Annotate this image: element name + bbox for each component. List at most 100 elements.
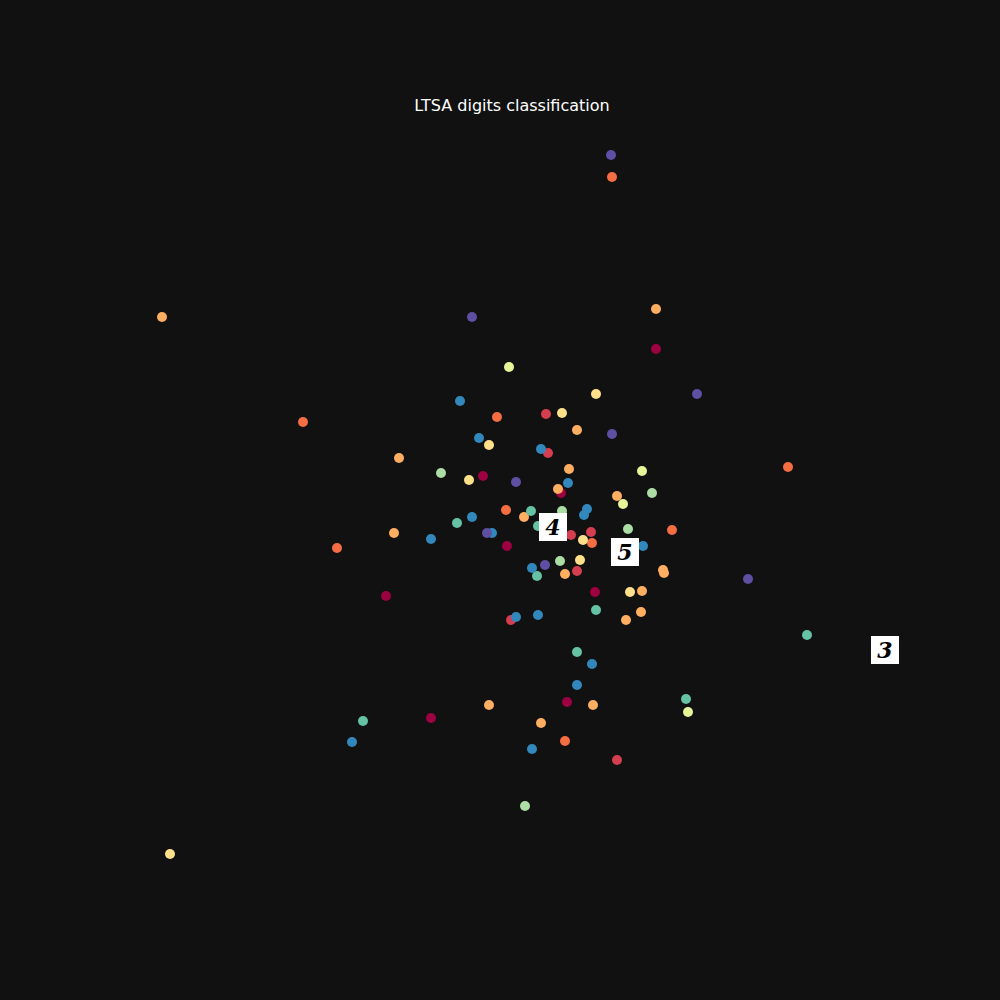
digit-thumbnail — [611, 538, 639, 566]
point — [464, 475, 474, 485]
point — [511, 477, 521, 487]
point — [667, 525, 677, 535]
point — [482, 528, 492, 538]
point — [332, 543, 342, 553]
series — [358, 506, 812, 726]
point — [504, 362, 514, 372]
point — [527, 563, 537, 573]
series — [347, 396, 648, 754]
point — [452, 518, 462, 528]
series — [467, 150, 753, 584]
point — [520, 801, 530, 811]
point — [683, 707, 693, 717]
point — [560, 569, 570, 579]
point — [578, 535, 588, 545]
point — [618, 499, 628, 509]
digit-label: 3 — [877, 637, 892, 663]
point — [527, 744, 537, 754]
background — [0, 0, 1000, 1000]
annotations: 4 5 3 — [539, 513, 899, 664]
point — [566, 530, 576, 540]
point — [802, 630, 812, 640]
point — [526, 506, 536, 516]
point — [572, 566, 582, 576]
plot-area — [157, 150, 812, 859]
point — [540, 560, 550, 570]
point — [591, 605, 601, 615]
point — [347, 737, 357, 747]
point — [467, 312, 477, 322]
point — [511, 612, 521, 622]
point — [636, 607, 646, 617]
point — [587, 659, 597, 669]
point — [436, 468, 446, 478]
point — [536, 718, 546, 728]
point — [157, 312, 167, 322]
point — [625, 587, 635, 597]
point — [426, 534, 436, 544]
point — [381, 591, 391, 601]
point — [606, 150, 616, 160]
digit-label: 4 — [545, 514, 560, 540]
series — [165, 389, 635, 859]
point — [572, 425, 582, 435]
point — [783, 462, 793, 472]
series — [157, 304, 669, 728]
point — [575, 555, 585, 565]
title: LTSA digits classification — [414, 96, 609, 115]
point — [555, 556, 565, 566]
point — [533, 610, 543, 620]
point — [651, 304, 661, 314]
point — [358, 716, 368, 726]
point — [562, 697, 572, 707]
point — [557, 408, 567, 418]
point — [389, 528, 399, 538]
series — [436, 468, 657, 811]
point — [638, 541, 648, 551]
point — [586, 527, 596, 537]
point — [474, 433, 484, 443]
point — [455, 396, 465, 406]
point — [553, 484, 563, 494]
point — [659, 568, 669, 578]
series — [298, 172, 793, 746]
point — [681, 694, 691, 704]
point — [492, 412, 502, 422]
point — [502, 541, 512, 551]
point — [621, 615, 631, 625]
point — [484, 440, 494, 450]
point — [478, 471, 488, 481]
point — [572, 680, 582, 690]
digit-thumbnail — [871, 636, 899, 664]
point — [572, 647, 582, 657]
point — [692, 389, 702, 399]
point — [623, 524, 633, 534]
point — [541, 409, 551, 419]
point — [560, 736, 570, 746]
point — [587, 538, 597, 548]
series — [506, 409, 622, 765]
point — [501, 505, 511, 515]
point — [590, 587, 600, 597]
point — [467, 512, 477, 522]
digit-thumbnail — [539, 513, 567, 541]
series — [504, 362, 693, 717]
chart: 4 5 3 LTSA digits classification — [0, 0, 1000, 1000]
series — [381, 344, 661, 723]
point — [647, 488, 657, 498]
point — [563, 478, 573, 488]
point — [651, 344, 661, 354]
digit-label: 5 — [617, 539, 632, 565]
point — [612, 755, 622, 765]
point — [612, 491, 622, 501]
point — [484, 700, 494, 710]
point — [564, 464, 574, 474]
point — [637, 466, 647, 476]
point — [426, 713, 436, 723]
point — [588, 700, 598, 710]
point — [298, 417, 308, 427]
point — [579, 510, 589, 520]
point — [743, 574, 753, 584]
point — [165, 849, 175, 859]
point — [394, 453, 404, 463]
